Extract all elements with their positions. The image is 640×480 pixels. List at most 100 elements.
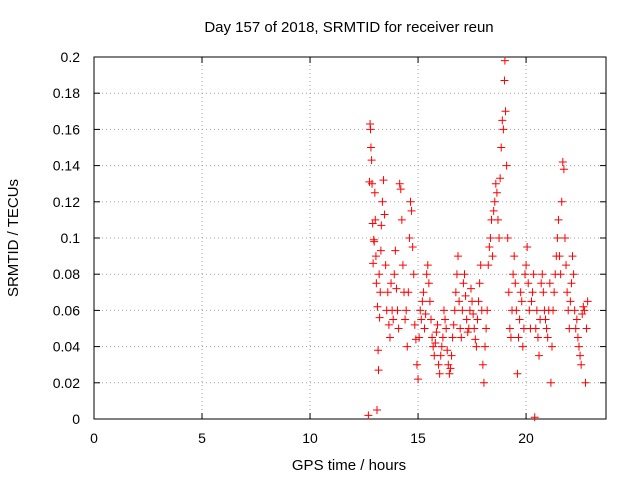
- data-point: [482, 324, 491, 333]
- data-point: [420, 324, 429, 333]
- data-point: [374, 366, 383, 375]
- data-point: [535, 351, 544, 360]
- data-point: [572, 315, 581, 324]
- data-point: [469, 310, 478, 319]
- data-point: [486, 234, 495, 242]
- data-point: [369, 259, 378, 268]
- data-point: [513, 369, 522, 378]
- data-point: [528, 288, 537, 297]
- data-point: [451, 288, 460, 297]
- data-point: [566, 297, 575, 306]
- data-point: [568, 252, 577, 261]
- data-point: [567, 279, 576, 288]
- data-point: [456, 324, 465, 333]
- data-point: [401, 315, 410, 324]
- data-point: [488, 252, 497, 261]
- x-axis-label: GPS time / hours: [292, 457, 406, 474]
- data-point: [379, 176, 388, 185]
- data-point: [499, 125, 508, 134]
- data-point: [394, 324, 403, 333]
- data-point: [580, 306, 589, 315]
- y-tick-labels: 0 0.02 0.04 0.06 0.08 0.1 0.12 0.14 0.16 0.18 0.2: [53, 49, 80, 427]
- data-point: [454, 252, 463, 261]
- data-point: [559, 165, 568, 174]
- data-point: [459, 279, 468, 288]
- data-point: [373, 405, 382, 414]
- data-point: [581, 378, 590, 387]
- y-tick-label: 0: [72, 411, 80, 427]
- data-point: [376, 246, 385, 255]
- data-point: [503, 234, 512, 242]
- y-tick-label: 0.2: [61, 49, 81, 65]
- data-point: [375, 313, 384, 322]
- data-point: [531, 324, 540, 333]
- data-point: [405, 234, 414, 242]
- data-point: [530, 413, 539, 422]
- data-point: [556, 270, 565, 279]
- data-point: [579, 302, 588, 311]
- data-point: [367, 156, 376, 165]
- data-point: [563, 288, 572, 297]
- data-point: [492, 188, 501, 197]
- y-tick-label: 0.02: [53, 375, 80, 391]
- data-point: [409, 270, 418, 279]
- data-point: [423, 261, 432, 270]
- data-point: [578, 310, 587, 319]
- data-point: [383, 288, 392, 297]
- data-point: [495, 234, 504, 242]
- data-point: [554, 215, 563, 224]
- data-point: [380, 210, 389, 219]
- data-point: [524, 279, 533, 288]
- data-point: [387, 279, 396, 288]
- data-point: [478, 360, 487, 369]
- data-point: [439, 306, 448, 315]
- data-point: [457, 333, 466, 342]
- data-point: [539, 288, 548, 297]
- data-point: [371, 215, 380, 224]
- data-point: [573, 333, 582, 342]
- data-point: [441, 315, 450, 324]
- y-tick-label: 0.18: [53, 85, 80, 101]
- data-point: [438, 333, 447, 342]
- data-point: [498, 116, 507, 125]
- data-point: [500, 56, 509, 65]
- data-point: [428, 333, 437, 342]
- data-point: [502, 161, 511, 170]
- data-point: [562, 261, 571, 270]
- data-point: [557, 197, 566, 206]
- data-point: [402, 306, 411, 315]
- data-point: [514, 333, 523, 342]
- data-point: [461, 291, 470, 300]
- data-point: [491, 179, 500, 188]
- data-point: [497, 143, 506, 152]
- data-point: [516, 288, 525, 297]
- data-point: [493, 215, 502, 224]
- data-point: [410, 320, 419, 329]
- data-point: [506, 333, 515, 342]
- data-point: [397, 215, 406, 224]
- data-point: [376, 288, 385, 297]
- data-point: [442, 324, 451, 333]
- data-point: [385, 333, 394, 342]
- data-point: [446, 364, 455, 373]
- data-point: [484, 261, 493, 270]
- data-point: [560, 234, 569, 242]
- data-point: [547, 342, 556, 351]
- data-point: [541, 315, 550, 324]
- data-point: [375, 270, 384, 279]
- data-point: [366, 125, 375, 134]
- data-point: [555, 252, 564, 261]
- data-point: [392, 284, 401, 293]
- data-point: [496, 174, 505, 183]
- data-point: [444, 360, 453, 369]
- data-point: [371, 252, 380, 261]
- data-point: [398, 261, 407, 270]
- data-point: [374, 346, 383, 355]
- data-point: [570, 306, 579, 315]
- y-tick-label: 0.08: [53, 266, 80, 282]
- data-point: [377, 221, 386, 230]
- data-point: [418, 297, 427, 306]
- x-tick-label: 10: [302, 430, 318, 446]
- y-tick-label: 0.1: [61, 230, 81, 246]
